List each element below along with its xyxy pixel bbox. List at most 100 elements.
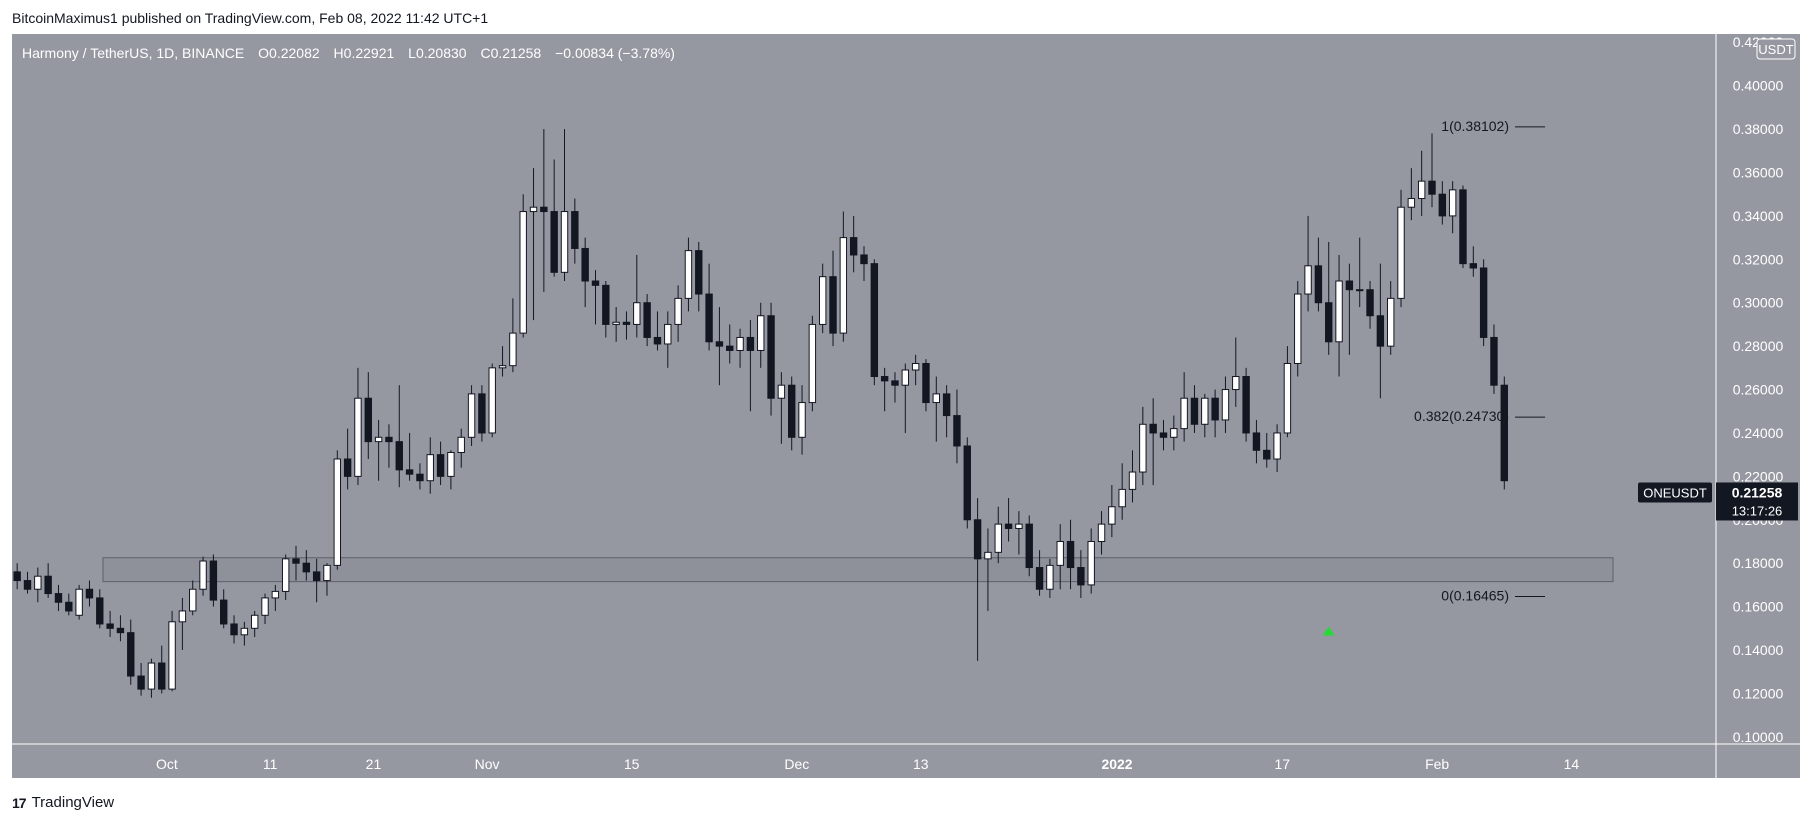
candle — [1128, 450, 1137, 503]
legend-change: −0.00834 (−3.78%) — [555, 45, 675, 61]
candle-body — [540, 206, 548, 213]
candle-body — [467, 393, 476, 438]
candle — [973, 498, 982, 661]
symbol-tag: ONEUSDT — [1638, 482, 1712, 503]
candle — [788, 376, 796, 451]
candle — [818, 263, 827, 334]
currency-label: USDT — [1758, 42, 1793, 57]
candle-body — [354, 397, 362, 477]
candle — [127, 619, 135, 685]
candle-body — [447, 451, 455, 477]
time-axis-label: 13 — [913, 756, 929, 772]
candle — [158, 645, 166, 694]
candle — [364, 372, 372, 460]
price-axis-label: 0.38000 — [1733, 121, 1784, 137]
candle-body — [1407, 198, 1416, 208]
legend-high-value: 0.22921 — [344, 45, 395, 61]
candle — [1232, 337, 1240, 407]
candle — [870, 259, 879, 386]
legend-close-label: C — [480, 45, 490, 61]
candle — [147, 658, 156, 698]
candle — [1314, 237, 1323, 312]
candle-body — [973, 519, 982, 560]
candle-body — [1128, 471, 1137, 490]
candle-body — [1428, 180, 1436, 195]
candle-body — [880, 376, 889, 382]
candle-body — [65, 601, 73, 612]
candle — [292, 545, 300, 581]
candle — [240, 621, 249, 646]
candle — [426, 437, 434, 494]
candle-body — [478, 393, 486, 434]
candle — [54, 584, 63, 611]
candle — [1376, 263, 1385, 399]
candle-body — [1097, 523, 1106, 542]
legend-open-label: O — [258, 45, 269, 61]
candle — [1004, 498, 1013, 542]
candle-body — [1087, 540, 1095, 586]
candle-body — [653, 336, 662, 345]
candle-body — [1232, 376, 1240, 391]
candle-body — [953, 415, 961, 447]
candle-body — [312, 571, 321, 582]
candle-body — [13, 571, 21, 582]
candle — [1263, 432, 1271, 468]
candle-body — [726, 345, 734, 351]
candle-body — [1490, 336, 1498, 386]
candle-body — [220, 599, 228, 625]
price-axis-label: 0.34000 — [1733, 208, 1784, 224]
candle — [457, 428, 465, 468]
candle-body — [488, 367, 496, 434]
tradingview-logo-icon: 17 — [12, 794, 27, 811]
candle-body — [1283, 362, 1292, 434]
candle-body — [147, 662, 156, 690]
candle — [1273, 424, 1281, 473]
candle — [1077, 550, 1085, 598]
support-zone — [102, 557, 1614, 583]
time-axis-label: 2022 — [1101, 756, 1132, 772]
legend-low-label: L — [408, 45, 416, 61]
candle — [1108, 485, 1116, 538]
candle-body — [1500, 384, 1508, 482]
time-axis-label: 11 — [263, 756, 278, 772]
candle — [1325, 241, 1333, 355]
candle — [1366, 281, 1374, 329]
candle-body — [302, 562, 311, 573]
candle — [199, 556, 207, 596]
last-price-bg — [1716, 482, 1798, 521]
candle-body — [199, 560, 207, 590]
candle — [447, 450, 455, 490]
candle-body — [591, 280, 600, 286]
candle-body — [643, 302, 651, 338]
candle-body — [106, 623, 114, 629]
candle-body — [1015, 523, 1023, 529]
candle — [436, 441, 445, 486]
candle — [1035, 550, 1044, 596]
candle — [1448, 181, 1457, 234]
price-axis-label: 0.16000 — [1733, 599, 1784, 615]
footer-brand[interactable]: 17 TradingView — [12, 794, 114, 811]
candle-body — [1345, 280, 1354, 291]
candle — [798, 385, 806, 455]
candle-body — [75, 588, 83, 616]
candle — [1201, 393, 1209, 438]
candle-body — [1356, 289, 1364, 292]
candle — [653, 311, 662, 351]
candle-body — [1314, 265, 1323, 304]
candle — [695, 241, 703, 312]
candle — [1025, 515, 1033, 577]
price-axis-label: 0.24000 — [1733, 425, 1784, 441]
candle-body — [405, 469, 414, 475]
candle — [880, 367, 889, 412]
candle — [1386, 281, 1395, 355]
candle-body — [1263, 449, 1271, 460]
candle-body — [571, 211, 579, 249]
currency-tag[interactable]: USDT — [1756, 38, 1796, 60]
price-axis-background — [1716, 34, 1800, 744]
candle-body — [1459, 189, 1467, 265]
legend-high-label: H — [334, 45, 344, 61]
candle-body — [343, 458, 352, 477]
candle — [664, 311, 672, 368]
candle-body — [963, 445, 971, 521]
